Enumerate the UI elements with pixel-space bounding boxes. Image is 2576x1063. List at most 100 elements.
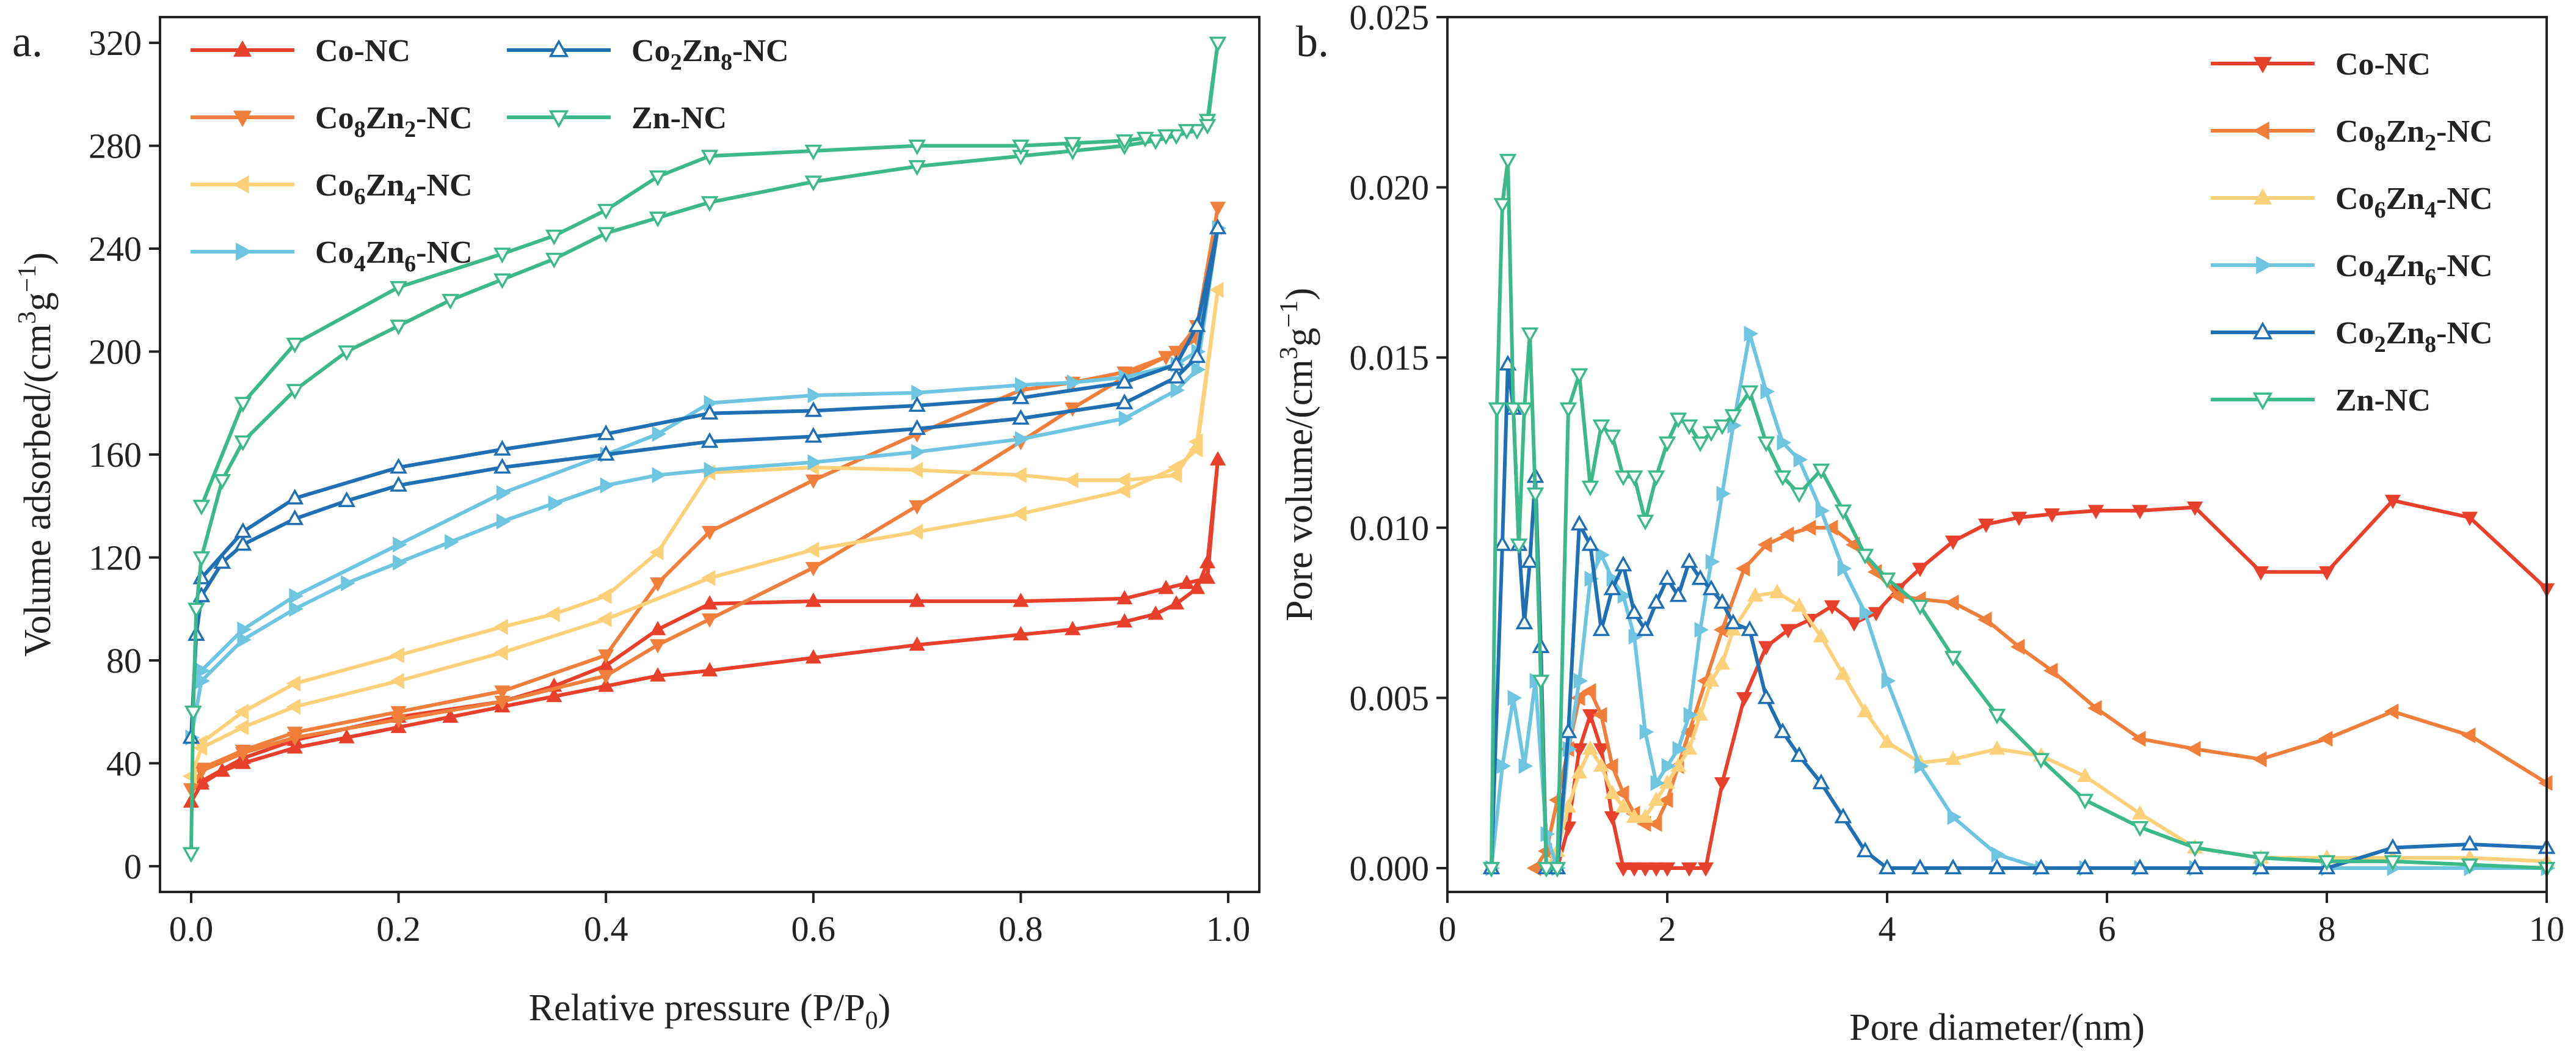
panel-b-point-zn-nc bbox=[2318, 855, 2336, 871]
panel-a-point-co-nc bbox=[701, 595, 718, 610]
panel-a-point-co8zn2-nc bbox=[193, 762, 210, 777]
panel-b-point-zn-nc bbox=[2384, 855, 2402, 871]
panel-a-point-co-nc bbox=[1013, 593, 1029, 607]
panel-a-point-co-nc bbox=[1209, 451, 1226, 466]
panel-a-series-co2zn8-nc bbox=[182, 218, 1227, 744]
panel-a-x-tick-label: 1.0 bbox=[1206, 909, 1251, 949]
panel-a-point-co4zn6-nc bbox=[195, 673, 210, 689]
panel-b-x-tick-label: 10 bbox=[2529, 909, 2564, 949]
panel-a-point-co-nc bbox=[546, 687, 562, 703]
panel-b-point-zn-nc bbox=[1570, 368, 1588, 384]
panel-a-point-co8zn2-nc bbox=[649, 639, 666, 654]
panel-b-point-co2zn8-nc bbox=[1774, 722, 1792, 739]
panel-a-point-co2zn8-nc bbox=[390, 458, 407, 474]
panel-a-point-co-nc bbox=[1199, 553, 1216, 569]
panel-b-point-zn-nc bbox=[2131, 820, 2149, 837]
panel-a-point-co6zn4-nc bbox=[804, 541, 820, 558]
panel-a-legend: Co-NC Co8Zn2-NC Co6Zn4-NC Co4Zn6-NC Co2Zn8-N… bbox=[191, 34, 789, 277]
panel-b-legend-item-zn-nc: Zn-NC bbox=[2211, 383, 2431, 418]
panel-a-point-zn-nc bbox=[545, 229, 563, 246]
panel-b-y-tick-label: 0.005 bbox=[1350, 678, 1430, 718]
panel-a-point-co6zn4-nc bbox=[649, 544, 664, 561]
panel-b-point-zn-nc bbox=[1488, 402, 1506, 418]
panel-b-point-co6zn4-nc bbox=[1857, 703, 1874, 718]
panel-b-point-co2zn8-nc bbox=[1581, 535, 1599, 551]
panel-a-point-co4zn6-nc bbox=[600, 477, 615, 494]
panel-a-point-zn-nc bbox=[1209, 36, 1227, 53]
panel-a-point-co4zn6-nc bbox=[1191, 361, 1206, 378]
panel-a-point-co-nc bbox=[1013, 626, 1029, 641]
panel-a-series-co-nc bbox=[183, 451, 1226, 808]
panel-a-point-co-nc bbox=[909, 593, 925, 607]
panel-b-legend-item-co6zn4-nc: Co6Zn4-NC bbox=[2211, 181, 2493, 223]
panel-b-point-zn-nc bbox=[1911, 599, 1929, 616]
panel-b-point-co6zn4-nc bbox=[1593, 757, 1610, 772]
panel-a-point-zn-nc bbox=[1063, 137, 1082, 153]
panel-b-point-co-nc bbox=[1582, 709, 1599, 724]
panel-a-point-co-nc bbox=[442, 708, 459, 723]
panel-b-x-tick-label: 4 bbox=[1879, 909, 1896, 949]
panel-a-point-co8zn2-nc bbox=[1209, 202, 1226, 216]
panel-b-point-co4zn6-nc bbox=[1716, 485, 1731, 502]
panel-a-point-co4zn6-nc bbox=[341, 575, 355, 591]
panel-b-point-co2zn8-nc bbox=[1812, 773, 1830, 789]
panel-a-point-co6zn4-nc bbox=[390, 673, 404, 689]
panel-a-point-co8zn2-nc bbox=[390, 706, 407, 721]
panel-b-point-zn-nc bbox=[1856, 549, 1874, 564]
panel-a-y-axis-title: Volume adsorbed/(cm3g−1) bbox=[13, 252, 59, 657]
panel-b-point-zn-nc bbox=[1493, 198, 1512, 214]
panel-a-series-co4zn6-nc bbox=[185, 220, 1227, 746]
panel-b-point-co-nc bbox=[2010, 511, 2028, 527]
panel-b-point-zn-nc bbox=[1658, 436, 1676, 453]
panel-b-point-co-nc bbox=[1945, 535, 1962, 550]
panel-a-point-co4zn6-nc bbox=[393, 536, 407, 553]
panel-a-point-co-nc bbox=[1148, 605, 1164, 620]
panel-b-point-co8zn2-nc bbox=[2186, 740, 2201, 758]
panel-a-point-zn-nc bbox=[1136, 131, 1154, 148]
panel-b-legend: Co-NC Co8Zn2-NC Co6Zn4-NC Co4Zn6-NC Co2Zn8-N… bbox=[2211, 47, 2493, 418]
panel-b-y-tick-label: 0.020 bbox=[1350, 168, 1430, 208]
panel-a-point-co6zn4-nc bbox=[1012, 467, 1027, 483]
panel-a-point-co4zn6-nc bbox=[237, 632, 252, 648]
panel-b-point-co2zn8-nc bbox=[1757, 688, 1775, 704]
panel-b-point-co-nc bbox=[1714, 777, 1731, 792]
panel-b-y-tick-label: 0.010 bbox=[1350, 508, 1430, 548]
panel-b-point-co8zn2-nc bbox=[2043, 662, 2058, 679]
panel-b-label: b. bbox=[1296, 17, 1329, 66]
panel-a-point-co-nc bbox=[598, 678, 614, 692]
panel-a-line-co8zn2-nc bbox=[189, 205, 1220, 790]
panel-b-point-zn-nc bbox=[1878, 572, 1896, 588]
panel-b-point-zn-nc bbox=[1757, 436, 1775, 453]
panel-b-point-co4zn6-nc bbox=[1837, 560, 1852, 577]
panel-b-legend-marker bbox=[2252, 321, 2273, 340]
panel-a-point-zn-nc bbox=[182, 847, 200, 863]
panel-a-point-co6zn4-nc bbox=[493, 645, 508, 661]
panel-a-point-co4zn6-nc bbox=[652, 467, 667, 483]
panel-a-point-co2zn8-nc bbox=[1167, 368, 1185, 384]
panel-b-point-zn-nc bbox=[1790, 487, 1808, 503]
panel-a-point-co8zn2-nc bbox=[701, 613, 718, 628]
panel-a-point-co-nc bbox=[1116, 613, 1133, 628]
panel-b-point-co8zn2-nc bbox=[1658, 792, 1673, 808]
panel-b-point-co4zn6-nc bbox=[1650, 775, 1665, 791]
panel-a-point-co6zn4-nc bbox=[286, 698, 301, 715]
panel-a-point-zn-nc bbox=[286, 337, 304, 354]
panel-a-x-axis-title: Relative pressure (P/P0) bbox=[529, 987, 891, 1035]
panel-b-point-zn-nc bbox=[1724, 409, 1742, 425]
panel-a-point-co-nc bbox=[338, 729, 355, 743]
panel-b-point-co-nc bbox=[2318, 566, 2335, 581]
panel-b-point-zn-nc bbox=[2076, 794, 2094, 810]
panel-b-point-zn-nc bbox=[1647, 470, 1665, 486]
panel-b-point-co2zn8-nc bbox=[2032, 858, 2050, 875]
panel-a-point-co4zn6-nc bbox=[289, 588, 304, 604]
panel-a-x-tick-label: 0.6 bbox=[791, 909, 836, 949]
panel-a-point-co4zn6-nc bbox=[496, 485, 511, 502]
panel-b-point-co6zn4-nc bbox=[1637, 808, 1654, 823]
panel-a-point-co2zn8-nc bbox=[1188, 347, 1206, 363]
panel-a-point-co6zn4-nc bbox=[1064, 472, 1079, 489]
panel-a-point-co2zn8-nc bbox=[1115, 373, 1133, 389]
panel-a-point-co2zn8-nc bbox=[700, 404, 719, 420]
panel-a-legend-marker bbox=[548, 39, 569, 57]
panel-b-point-co8zn2-nc bbox=[1735, 560, 1750, 577]
